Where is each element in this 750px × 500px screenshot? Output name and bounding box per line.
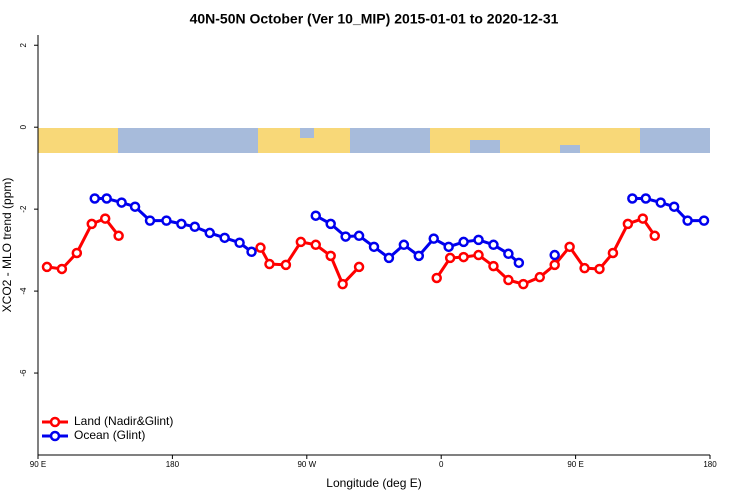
data-point	[204, 227, 215, 239]
data-point	[176, 218, 187, 230]
data-point	[473, 234, 484, 246]
x-tick-label: 90 E	[567, 460, 583, 469]
data-point	[325, 218, 336, 230]
data-point	[264, 258, 275, 270]
series-line	[46, 216, 656, 287]
data-point	[473, 249, 484, 261]
x-axis-label: Longitude (deg E)	[326, 476, 421, 490]
data-point	[353, 261, 365, 273]
data-point	[325, 250, 336, 262]
data-point	[280, 259, 292, 271]
legend-marker	[49, 430, 61, 442]
data-point	[444, 252, 456, 264]
data-point	[101, 193, 112, 204]
data-point	[503, 248, 514, 260]
data-point	[488, 260, 499, 272]
data-point	[56, 263, 68, 275]
data-point	[116, 197, 127, 208]
data-point	[682, 215, 693, 226]
y-tick-label: 0	[19, 124, 28, 129]
data-point	[144, 215, 156, 226]
data-point	[655, 197, 666, 208]
data-point	[383, 252, 395, 264]
data-point	[353, 230, 365, 242]
data-point	[549, 259, 560, 271]
data-point	[549, 249, 560, 261]
data-point	[189, 221, 201, 233]
x-tick-label: 180	[166, 460, 180, 469]
data-point	[113, 230, 124, 242]
y-tick-label: -6	[19, 369, 28, 377]
data-point	[607, 247, 619, 259]
data-point	[89, 193, 100, 204]
data-point	[161, 215, 172, 226]
data-point	[368, 241, 380, 253]
x-tick-label: 90 W	[297, 460, 316, 469]
data-point	[637, 213, 649, 224]
data-point	[668, 201, 680, 212]
data-point	[649, 230, 660, 242]
chart-title: 40N-50N October (Ver 10_MIP) 2015-01-01 …	[190, 11, 559, 27]
data-point	[640, 193, 652, 204]
data-point	[255, 242, 266, 253]
data-point	[594, 263, 605, 275]
data-point	[428, 233, 439, 244]
data-point	[443, 241, 454, 253]
data-point	[431, 272, 442, 284]
data-point	[398, 239, 410, 251]
data-point	[698, 215, 710, 226]
data-point	[534, 271, 546, 283]
x-tick-label: 0	[439, 460, 444, 469]
data-point	[458, 251, 469, 263]
data-point	[99, 213, 111, 224]
data-point	[219, 232, 230, 244]
data-point	[41, 261, 53, 273]
data-point	[503, 274, 514, 286]
data-point	[129, 201, 141, 212]
y-tick-label: -4	[19, 287, 28, 295]
data-point	[234, 237, 245, 248]
x-tick-label: 90 E	[30, 460, 46, 469]
data-point	[295, 236, 307, 248]
legend-label: Ocean (Glint)	[74, 428, 145, 442]
data-point	[564, 241, 575, 253]
data-point	[627, 193, 638, 204]
data-point	[458, 236, 469, 248]
y-tick-label: 2	[19, 42, 28, 47]
map-strip	[38, 128, 710, 153]
y-tick-label: -2	[19, 205, 28, 213]
data-point	[246, 246, 257, 258]
y-axis-label: XCO2 - MLO trend (ppm)	[0, 178, 14, 313]
legend-label: Land (Nadir&Glint)	[74, 414, 173, 428]
data-point	[310, 239, 322, 251]
data-point	[71, 247, 83, 259]
data-point	[337, 278, 348, 290]
data-point	[86, 218, 98, 230]
legend-marker	[49, 416, 61, 428]
x-tick-label: 180	[703, 460, 717, 469]
data-point	[488, 239, 499, 251]
data-point	[579, 262, 590, 274]
data-point	[513, 257, 525, 269]
data-point	[413, 250, 425, 262]
data-point	[518, 278, 529, 290]
data-point	[622, 218, 634, 230]
data-point	[340, 231, 351, 242]
data-point	[310, 210, 322, 221]
